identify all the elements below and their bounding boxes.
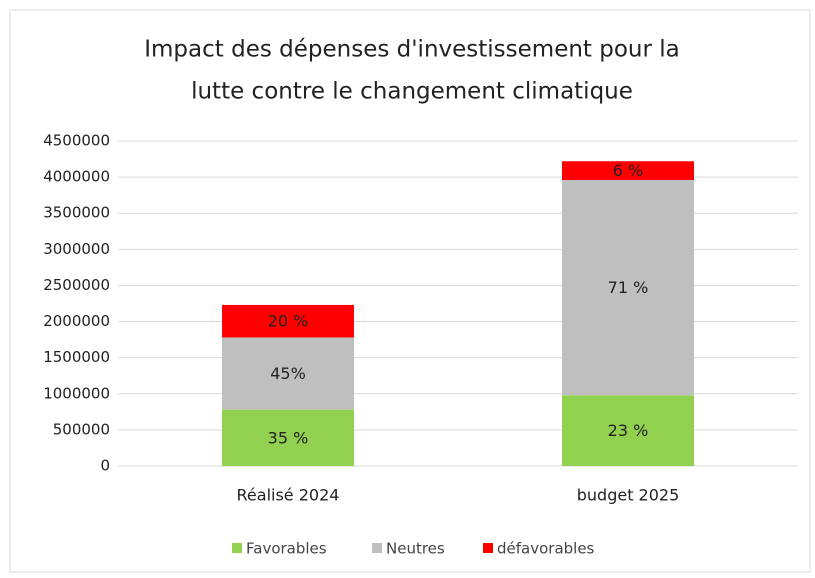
data-label: 35 % xyxy=(268,428,309,447)
data-label: 6 % xyxy=(613,161,643,180)
data-label: 71 % xyxy=(608,278,649,297)
y-tick-label: 1500000 xyxy=(43,348,110,366)
data-label: 20 % xyxy=(268,312,309,331)
bar-segment xyxy=(562,180,694,396)
legend-label: défavorables xyxy=(497,540,595,558)
x-tick-label: Réalisé 2024 xyxy=(237,486,340,505)
legend-swatch xyxy=(232,543,242,553)
bar-segment xyxy=(222,337,354,410)
bar-segment xyxy=(562,395,694,466)
y-tick-label: 4000000 xyxy=(43,168,110,186)
chart-title: Impact des dépenses d'investissement pou… xyxy=(144,37,680,63)
legend-swatch xyxy=(372,543,382,553)
chart-title: lutte contre le changement climatique xyxy=(191,79,633,105)
legend-label: Neutres xyxy=(386,540,445,558)
y-tick-label: 3500000 xyxy=(43,204,110,222)
bar-segment xyxy=(562,161,694,180)
y-tick-label: 2500000 xyxy=(43,276,110,294)
y-tick-label: 0 xyxy=(100,457,110,475)
legend-swatch xyxy=(483,543,493,553)
y-tick-label: 4500000 xyxy=(43,132,110,150)
y-tick-label: 3000000 xyxy=(43,240,110,258)
data-label: 45% xyxy=(270,364,306,383)
bar-segment xyxy=(222,409,354,466)
x-tick-label: budget 2025 xyxy=(577,486,680,505)
y-tick-label: 1000000 xyxy=(43,384,110,402)
y-tick-label: 500000 xyxy=(53,420,110,438)
legend-label: Favorables xyxy=(246,540,327,558)
bar-segment xyxy=(222,304,354,338)
y-tick-label: 2000000 xyxy=(43,312,110,330)
data-label: 23 % xyxy=(608,421,649,440)
